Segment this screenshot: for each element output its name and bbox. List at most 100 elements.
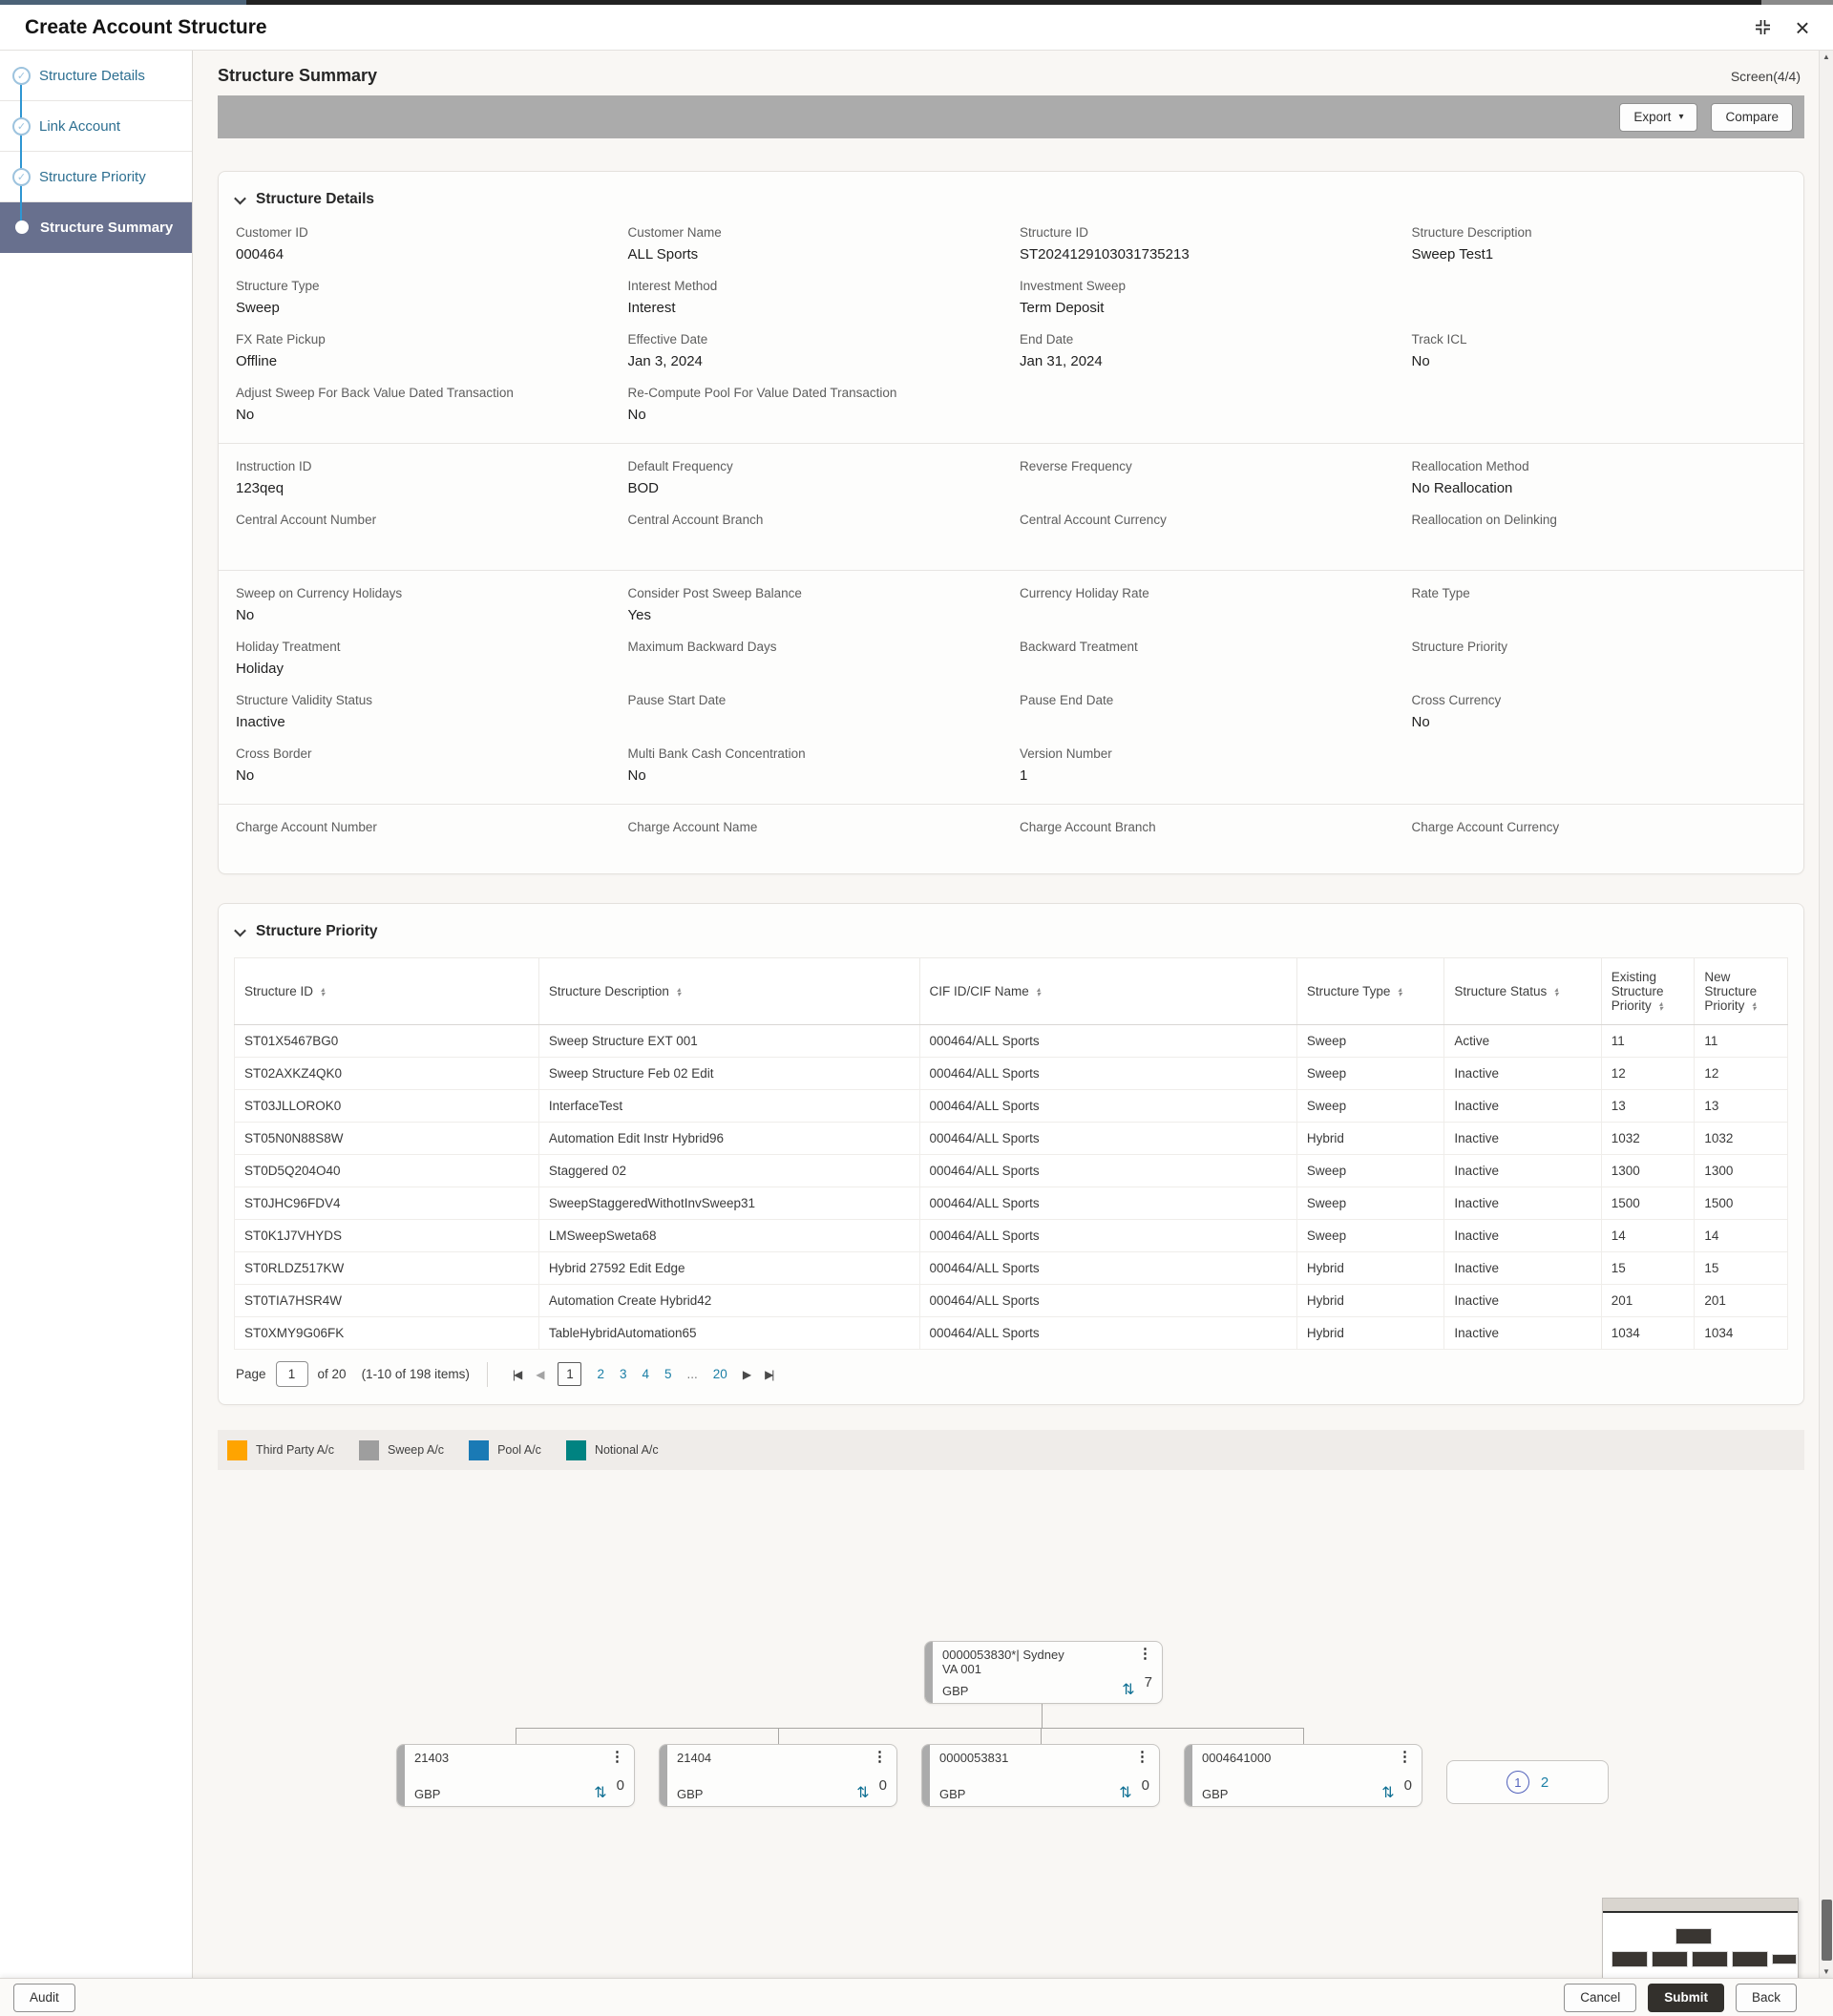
page-link[interactable]: 2 <box>597 1367 604 1381</box>
kebab-menu-icon[interactable]: ⋮ <box>1135 1749 1149 1765</box>
sort-icon[interactable]: ▴ ▾ <box>1398 985 1402 999</box>
table-row[interactable]: ST0TIA7HSR4W Automation Create Hybrid42 00… <box>234 1284 1788 1317</box>
tree-connector <box>1303 1728 1304 1744</box>
compare-button[interactable]: Compare <box>1711 102 1793 132</box>
sort-icon[interactable]: ▴ ▾ <box>1036 985 1041 999</box>
table-cell: ST03JLLOROK0 <box>234 1089 539 1123</box>
submit-button[interactable]: Submit <box>1648 1983 1724 2012</box>
previous-page-icon[interactable]: ◀ <box>536 1367 544 1381</box>
column-header-cif-id-cif-name[interactable]: CIF ID/CIF Name ▴ ▾ <box>918 957 1297 1025</box>
tree-node-root[interactable]: 0000053830*| Sydney VA 001 ⋮ GBP ⇅ 7 <box>924 1641 1163 1704</box>
tree-page-current[interactable]: 1 <box>1506 1771 1529 1794</box>
page-link-current[interactable]: 1 <box>558 1362 582 1386</box>
sidebar-step-link-account[interactable]: ✓ Link Account <box>0 101 192 152</box>
sort-icon[interactable]: ▴ ▾ <box>1554 985 1559 999</box>
vertical-scrollbar[interactable]: ▲ ▼ <box>1819 51 1833 1978</box>
export-button[interactable]: Export ▾ <box>1619 102 1698 132</box>
back-button[interactable]: Back <box>1735 1983 1797 2012</box>
page-label: Page <box>236 1367 266 1381</box>
detail-field: Structure Type Sweep <box>236 279 611 323</box>
structure-priority-title: Structure Priority <box>256 923 378 939</box>
table-row[interactable]: ST0JHC96FDV4 SweepStaggeredWithotInvSweep… <box>234 1186 1788 1220</box>
node-currency: GBP <box>942 1684 969 1698</box>
page-link[interactable]: 3 <box>619 1367 627 1381</box>
field-value: Yes <box>627 607 651 623</box>
tree-node-child[interactable]: 21403 ⋮ GBP ⇅ 0 <box>396 1744 635 1807</box>
structure-priority-header[interactable]: Structure Priority <box>234 923 1788 940</box>
table-cell: Sweep <box>1296 1089 1445 1123</box>
field-value: No <box>627 407 646 423</box>
detail-field: FX Rate Pickup Offline <box>236 332 611 376</box>
last-page-icon[interactable]: ▶| <box>765 1367 774 1381</box>
field-label: Structure Validity Status <box>236 693 373 707</box>
kebab-menu-icon[interactable]: ⋮ <box>873 1749 887 1765</box>
structure-details-header[interactable]: Structure Details <box>234 191 1788 208</box>
table-cell: 1034 <box>1694 1316 1788 1350</box>
table-cell: 201 <box>1600 1284 1696 1317</box>
restore-window-icon[interactable] <box>1753 18 1772 37</box>
table-cell: Automation Edit Instr Hybrid96 <box>537 1122 920 1155</box>
tree-page-next[interactable]: 2 <box>1540 1774 1549 1791</box>
next-page-icon[interactable]: ▶ <box>742 1367 751 1381</box>
export-button-label: Export <box>1633 110 1672 124</box>
scroll-up-icon[interactable]: ▲ <box>1822 52 1830 61</box>
detail-field: Track ICL No <box>1412 332 1787 376</box>
table-row[interactable]: ST0K1J7VHYDS LMSweepSweta68 000464/ALL Spo… <box>234 1219 1788 1252</box>
field-label: Reverse Frequency <box>1020 459 1132 473</box>
tree-minimap[interactable] <box>1602 1898 1799 1978</box>
column-header-structure-type[interactable]: Structure Type ▴ ▾ <box>1296 957 1445 1025</box>
table-cell: 201 <box>1694 1284 1788 1317</box>
table-row[interactable]: ST05N0N88S8W Automation Edit Instr Hybrid… <box>234 1122 1788 1155</box>
table-row[interactable]: ST01X5467BG0 Sweep Structure EXT 001 00046… <box>234 1024 1788 1058</box>
table-cell: Hybrid <box>1296 1122 1445 1155</box>
table-cell: Hybrid 27592 Edit Edge <box>537 1251 920 1285</box>
detail-field: Sweep on Currency Holidays No <box>236 586 611 630</box>
table-row[interactable]: ST02AXKZ4QK0 Sweep Structure Feb 02 Edit 0… <box>234 1057 1788 1090</box>
table-row[interactable]: ST0RLDZ517KW Hybrid 27592 Edit Edge 000464… <box>234 1251 1788 1285</box>
kebab-menu-icon[interactable]: ⋮ <box>1138 1646 1152 1662</box>
sort-icon[interactable]: ▴ ▾ <box>676 985 681 999</box>
sort-icon[interactable]: ▴ ▾ <box>1752 999 1757 1014</box>
first-page-icon[interactable]: |◀ <box>512 1367 522 1381</box>
table-cell: 000464/ALL Sports <box>918 1316 1297 1350</box>
kebab-menu-icon[interactable]: ⋮ <box>1398 1749 1412 1765</box>
sweep-direction-icon: ⇅ <box>1122 1682 1135 1698</box>
field-value: Term Deposit <box>1020 300 1105 316</box>
field-label: Central Account Currency <box>1020 513 1167 527</box>
cancel-button[interactable]: Cancel <box>1564 1983 1637 2012</box>
field-value: No <box>1411 353 1430 369</box>
sort-icon[interactable]: ▴ ▾ <box>1658 999 1663 1014</box>
sidebar-step-structure-details[interactable]: ✓ Structure Details <box>0 51 192 101</box>
kebab-menu-icon[interactable]: ⋮ <box>610 1749 624 1765</box>
column-header-structure-id[interactable]: Structure ID ▴ ▾ <box>234 957 539 1025</box>
field-label: Version Number <box>1020 746 1112 761</box>
table-cell: ST0XMY9G06FK <box>234 1316 539 1350</box>
audit-button[interactable]: Audit <box>13 1983 75 2012</box>
page-link[interactable]: 20 <box>712 1367 727 1381</box>
tree-node-child[interactable]: 21404 ⋮ GBP ⇅ 0 <box>659 1744 897 1807</box>
table-cell: ST0K1J7VHYDS <box>234 1219 539 1252</box>
scroll-down-icon[interactable]: ▼ <box>1822 1967 1830 1976</box>
field-label: Default Frequency <box>627 459 733 473</box>
tree-node-child[interactable]: 0004641000 ⋮ GBP ⇅ 0 <box>1184 1744 1422 1807</box>
table-row[interactable]: ST0XMY9G06FK TableHybridAutomation65 00046… <box>234 1316 1788 1350</box>
sort-icon[interactable]: ▴ ▾ <box>321 985 326 999</box>
column-header-structure-status[interactable]: Structure Status ▴ ▾ <box>1443 957 1602 1025</box>
column-header-structure-description[interactable]: Structure Description ▴ ▾ <box>537 957 920 1025</box>
table-cell: 000464/ALL Sports <box>918 1154 1297 1187</box>
table-cell: 000464/ALL Sports <box>918 1284 1297 1317</box>
page-number-input[interactable] <box>275 1361 308 1387</box>
page-link[interactable]: 4 <box>642 1367 650 1381</box>
table-row[interactable]: ST03JLLOROK0 InterfaceTest 000464/ALL Spor… <box>234 1089 1788 1123</box>
detail-field: Maximum Backward Days <box>628 640 1003 683</box>
sidebar-step-structure-summary[interactable]: Structure Summary <box>0 202 192 253</box>
column-header-new-structure-priority[interactable]: New Structure Priority ▴ ▾ <box>1694 957 1788 1025</box>
page-link[interactable]: 5 <box>664 1367 672 1381</box>
sidebar-step-structure-priority[interactable]: ✓ Structure Priority <box>0 152 192 202</box>
table-row[interactable]: ST0D5Q204O40 Staggered 02 000464/ALL Sport… <box>234 1154 1788 1187</box>
column-header-label: Structure Description <box>548 984 669 998</box>
scrollbar-thumb[interactable] <box>1822 1900 1832 1961</box>
column-header-existing-structure-priority[interactable]: Existing Structure Priority ▴ ▾ <box>1600 957 1696 1025</box>
close-icon[interactable]: × <box>1795 12 1810 42</box>
tree-node-child[interactable]: 0000053831 ⋮ GBP ⇅ 0 <box>921 1744 1160 1807</box>
